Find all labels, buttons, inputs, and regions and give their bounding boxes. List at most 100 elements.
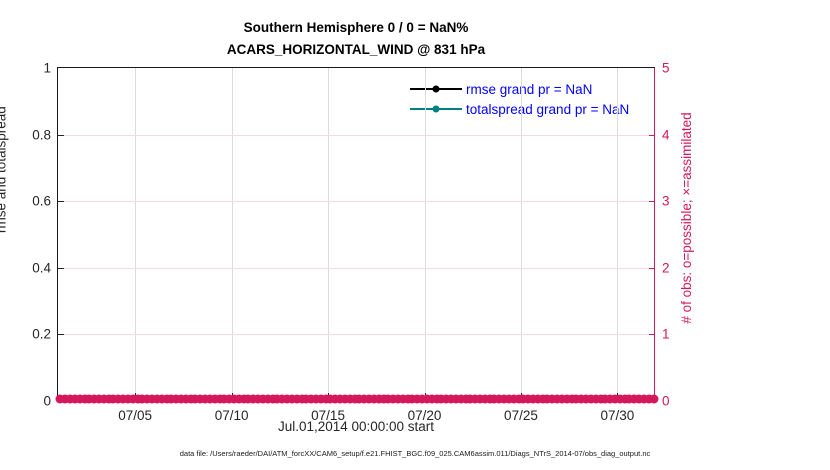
- obs-count-marker: [70, 394, 80, 404]
- obs-count-marker: [644, 394, 654, 404]
- obs-count-marker: [359, 394, 369, 404]
- obs-count-marker: [475, 394, 485, 404]
- obs-count-marker: [330, 394, 340, 404]
- legend-label: totalspread grand pr = NaN: [466, 101, 630, 117]
- obs-count-marker: [523, 394, 533, 404]
- obs-count-marker: [186, 394, 196, 404]
- obs-count-marker: [234, 394, 244, 404]
- obs-count-marker: [610, 394, 620, 404]
- gridline-vertical: [424, 68, 426, 399]
- obs-count-marker: [282, 394, 292, 404]
- tick-label-y-right: 5: [662, 60, 670, 76]
- legend-item: totalspread grand pr = NaN: [410, 99, 629, 119]
- obs-count-marker: [369, 394, 379, 404]
- legend-marker-icon: [432, 85, 440, 93]
- obs-count-marker: [393, 394, 403, 404]
- obs-count-marker: [263, 394, 273, 404]
- obs-count-marker: [533, 394, 543, 404]
- obs-count-marker: [480, 394, 490, 404]
- obs-count-marker: [152, 394, 162, 404]
- gridline-vertical: [520, 68, 522, 399]
- obs-count-marker: [542, 394, 552, 404]
- obs-count-marker: [499, 394, 509, 404]
- obs-count-marker: [215, 394, 225, 404]
- tick-label-y-right: 4: [662, 127, 670, 143]
- obs-count-marker: [89, 394, 99, 404]
- obs-count-marker: [229, 394, 239, 404]
- obs-count-marker: [157, 394, 167, 404]
- tick-label-y-left: 0.2: [32, 326, 51, 342]
- y-tick-mark-left: [58, 267, 64, 269]
- obs-count-marker: [162, 394, 171, 404]
- obs-count-marker: [509, 394, 519, 404]
- obs-count-marker: [514, 394, 524, 404]
- obs-count-marker: [407, 394, 417, 404]
- obs-count-marker: [94, 394, 104, 404]
- y-tick-mark-left: [58, 201, 64, 203]
- obs-count-marker: [432, 394, 442, 404]
- obs-count-marker: [615, 394, 625, 404]
- tick-label-y-left: 0: [43, 393, 51, 409]
- obs-count-marker: [306, 394, 316, 404]
- obs-count-marker: [417, 394, 427, 404]
- gridline-horizontal: [58, 201, 655, 203]
- obs-count-marker: [374, 394, 384, 404]
- obs-count-marker: [485, 394, 495, 404]
- legend-line-swatch: [410, 105, 462, 113]
- obs-count-marker: [311, 394, 321, 404]
- obs-count-marker: [176, 394, 186, 404]
- obs-count-marker: [60, 394, 70, 404]
- obs-count-marker: [383, 394, 393, 404]
- obs-count-marker: [528, 394, 538, 404]
- obs-count-marker: [99, 394, 109, 404]
- obs-count-marker: [248, 394, 258, 404]
- tick-label-x: 07/25: [504, 408, 538, 423]
- obs-count-marker: [620, 394, 630, 404]
- obs-count-marker: [461, 394, 470, 404]
- y-tick-mark-right: [649, 134, 655, 136]
- obs-count-marker: [364, 394, 374, 404]
- obs-count-marker: [55, 394, 65, 404]
- y-tick-mark-right: [649, 334, 655, 336]
- obs-count-marker: [518, 394, 528, 404]
- obs-count-marker: [80, 394, 90, 404]
- obs-count-marker: [552, 394, 562, 404]
- obs-count-marker: [470, 394, 480, 404]
- obs-count-marker: [128, 394, 138, 404]
- obs-count-marker: [113, 394, 123, 404]
- obs-marker-band: [55, 394, 659, 404]
- obs-count-marker: [547, 394, 557, 404]
- obs-count-marker: [345, 394, 355, 404]
- obs-count-marker: [287, 394, 297, 404]
- obs-count-marker: [75, 394, 85, 404]
- obs-count-marker: [571, 394, 581, 404]
- obs-count-marker: [576, 394, 586, 404]
- obs-count-marker: [629, 394, 639, 404]
- gridline-vertical: [135, 68, 137, 399]
- obs-count-marker: [605, 394, 615, 404]
- obs-count-marker: [325, 394, 335, 404]
- gridline-vertical: [231, 68, 233, 399]
- obs-count-marker: [301, 394, 311, 404]
- legend: rmse grand pr = NaN totalspread grand pr …: [410, 79, 629, 119]
- obs-count-marker: [195, 394, 205, 404]
- obs-count-marker: [649, 394, 659, 404]
- obs-count-marker: [388, 394, 398, 404]
- obs-count-marker: [441, 394, 451, 404]
- obs-count-marker: [600, 394, 610, 404]
- obs-count-marker: [243, 394, 253, 404]
- tick-label-y-left: 0.8: [32, 127, 51, 143]
- obs-count-marker: [219, 394, 229, 404]
- tick-label-y-left: 0.6: [32, 193, 51, 209]
- figure-subtitle: ACARS_HORIZONTAL_WIND @ 831 hPa: [226, 42, 486, 57]
- obs-count-marker: [292, 394, 302, 404]
- gridline-horizontal: [58, 134, 655, 136]
- legend-item: rmse grand pr = NaN: [410, 79, 629, 99]
- obs-count-marker: [137, 394, 147, 404]
- obs-count-marker: [456, 394, 466, 404]
- obs-count-marker: [171, 394, 181, 404]
- obs-count-marker: [340, 394, 350, 404]
- obs-count-marker: [591, 394, 601, 404]
- y-tick-mark-left: [58, 134, 64, 136]
